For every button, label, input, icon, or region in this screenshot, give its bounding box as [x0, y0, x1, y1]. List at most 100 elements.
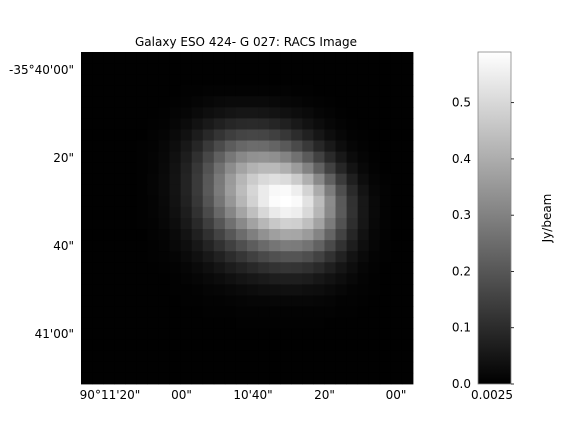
heatmap-cell: [181, 74, 192, 85]
heatmap-cell: [391, 273, 402, 284]
heatmap-cell: [247, 185, 258, 196]
heatmap-cell: [192, 284, 203, 295]
heatmap-cell: [225, 63, 236, 74]
heatmap-cell: [158, 85, 169, 96]
heatmap-cell: [158, 318, 169, 329]
heatmap-cell: [192, 196, 203, 207]
heatmap-cell: [324, 218, 335, 229]
heatmap-cell: [158, 251, 169, 262]
heatmap-cell: [114, 229, 125, 240]
heatmap-cell: [225, 284, 236, 295]
heatmap-cell: [125, 174, 136, 185]
heatmap-cell: [125, 207, 136, 218]
heatmap-cell: [380, 174, 391, 185]
heatmap-cell: [203, 229, 214, 240]
heatmap-cell: [336, 129, 347, 140]
heatmap-cell: [391, 107, 402, 118]
colorbar-tick-label: 0.1: [452, 321, 471, 335]
heatmap-cell: [147, 85, 158, 96]
heatmap-cell: [324, 307, 335, 318]
heatmap-cell: [114, 273, 125, 284]
heatmap-cell: [291, 174, 302, 185]
heatmap-cell: [203, 118, 214, 129]
heatmap-cell: [258, 74, 269, 85]
heatmap-cell: [336, 74, 347, 85]
heatmap-cell: [158, 373, 169, 384]
heatmap-cell: [158, 229, 169, 240]
heatmap-cell: [258, 229, 269, 240]
heatmap-cell: [358, 52, 369, 63]
heatmap-cell: [347, 240, 358, 251]
heatmap-cell: [192, 107, 203, 118]
heatmap-cell: [158, 340, 169, 351]
heatmap-cell: [347, 174, 358, 185]
heatmap-cell: [236, 141, 247, 152]
heatmap-cell: [347, 52, 358, 63]
heatmap-cell: [336, 329, 347, 340]
heatmap-cell: [402, 329, 413, 340]
heatmap-cell: [136, 218, 147, 229]
heatmap-cell: [302, 118, 313, 129]
heatmap-cell: [81, 218, 92, 229]
heatmap-cell: [302, 107, 313, 118]
heatmap-cell: [181, 85, 192, 96]
heatmap-cell: [369, 273, 380, 284]
heatmap-cell: [369, 129, 380, 140]
heatmap-cell: [92, 85, 103, 96]
heatmap-cell: [103, 295, 114, 306]
heatmap-cell: [324, 52, 335, 63]
heatmap-cell: [92, 273, 103, 284]
heatmap-cell: [347, 96, 358, 107]
heatmap-cell: [324, 63, 335, 74]
heatmap-cell: [214, 340, 225, 351]
colorbar-tick-label: 0.0: [452, 377, 471, 391]
heatmap-cell: [103, 141, 114, 152]
heatmap-cell: [358, 373, 369, 384]
heatmap-cell: [92, 163, 103, 174]
heatmap-cell: [280, 141, 291, 152]
heatmap-cell: [214, 295, 225, 306]
heatmap-cell: [402, 174, 413, 185]
heatmap-cell: [214, 362, 225, 373]
heatmap-cell: [280, 152, 291, 163]
heatmap-cell: [181, 207, 192, 218]
heatmap-cell: [336, 196, 347, 207]
heatmap-cell: [302, 96, 313, 107]
heatmap-cell: [170, 251, 181, 262]
heatmap-cell: [358, 85, 369, 96]
heatmap-cell: [380, 229, 391, 240]
heatmap-cell: [81, 85, 92, 96]
heatmap-cell: [280, 373, 291, 384]
heatmap-cell: [380, 251, 391, 262]
heatmap-cell: [103, 174, 114, 185]
heatmap-cell: [214, 129, 225, 140]
heatmap-cell: [247, 362, 258, 373]
heatmap-cell: [181, 129, 192, 140]
heatmap-cell: [336, 207, 347, 218]
heatmap-cell: [192, 207, 203, 218]
heatmap-cell: [402, 362, 413, 373]
heatmap-cell: [369, 229, 380, 240]
heatmap-cell: [103, 129, 114, 140]
heatmap-cell: [147, 262, 158, 273]
heatmap-cell: [136, 373, 147, 384]
heatmap-cell: [170, 273, 181, 284]
heatmap-cell: [380, 196, 391, 207]
heatmap-cell: [402, 262, 413, 273]
heatmap-cell: [92, 107, 103, 118]
heatmap-cell: [181, 373, 192, 384]
heatmap-cell: [92, 284, 103, 295]
heatmap-cell: [192, 174, 203, 185]
heatmap-cell: [114, 362, 125, 373]
heatmap-cell: [181, 141, 192, 152]
heatmap-cell: [324, 351, 335, 362]
heatmap-cell: [103, 340, 114, 351]
heatmap-cell: [181, 340, 192, 351]
heatmap-cell: [302, 129, 313, 140]
heatmap-cell: [258, 107, 269, 118]
heatmap-cell: [247, 284, 258, 295]
heatmap-cell: [181, 174, 192, 185]
heatmap-cell: [258, 118, 269, 129]
heatmap-cell: [225, 295, 236, 306]
